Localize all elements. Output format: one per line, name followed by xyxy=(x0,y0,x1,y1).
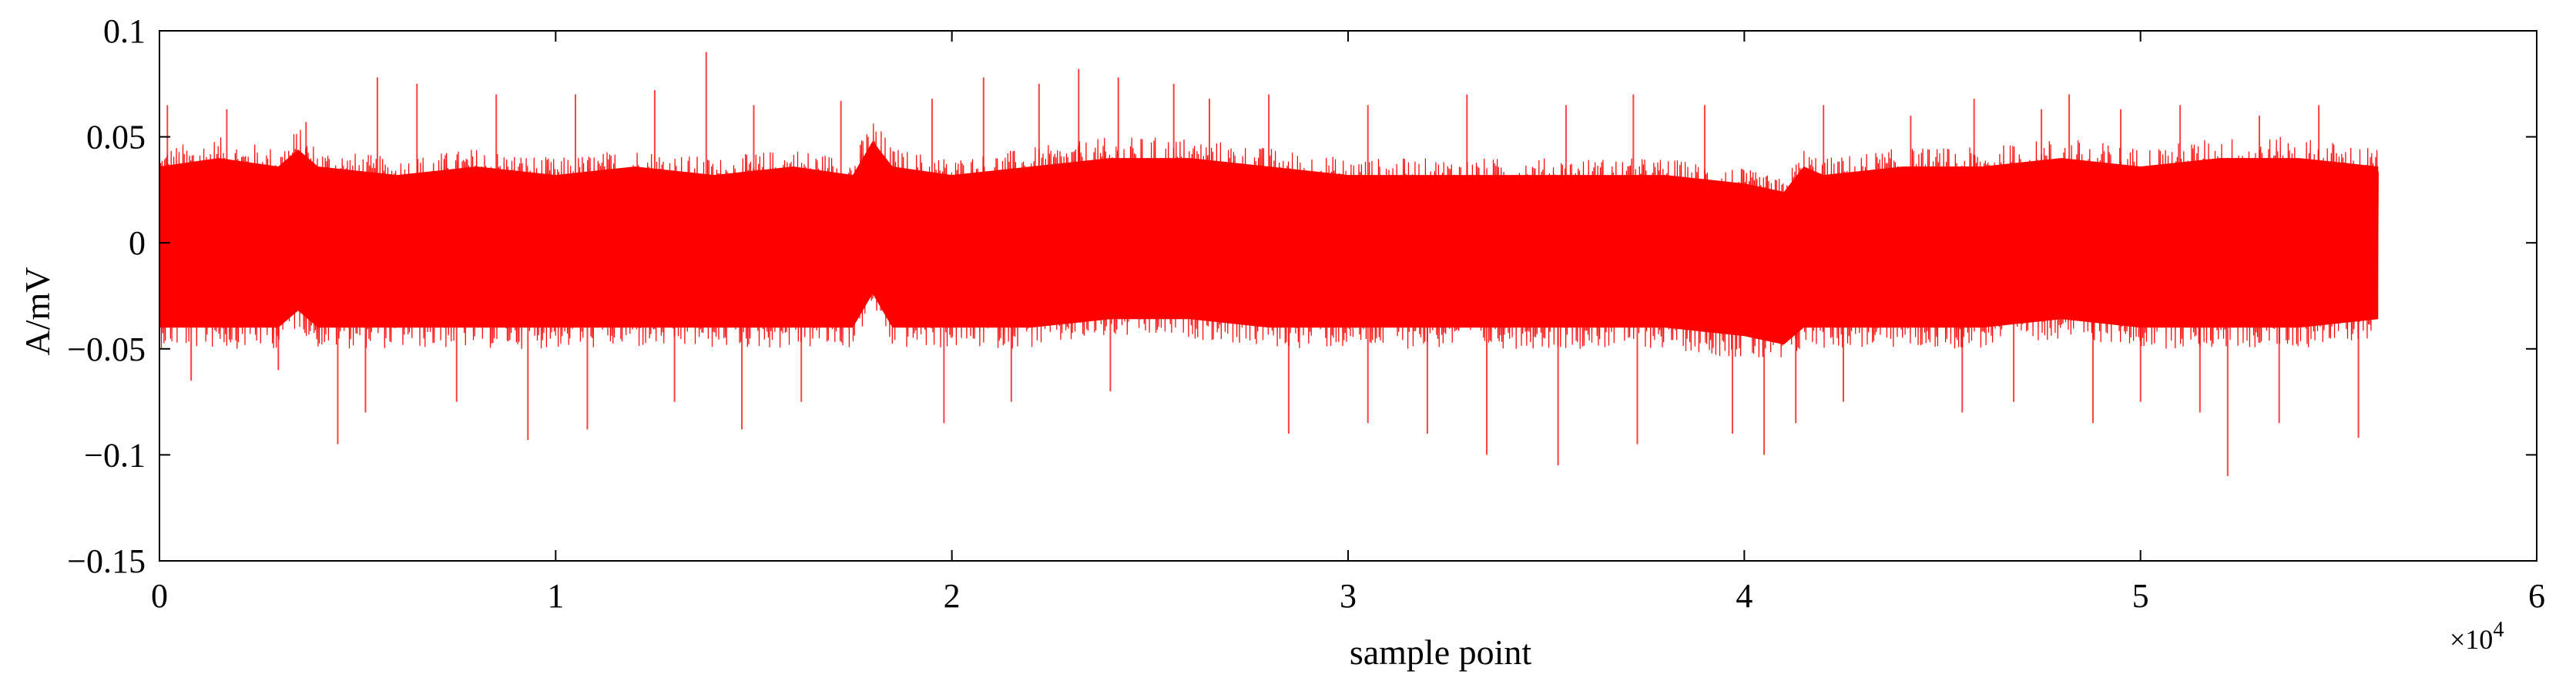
x-scale-base: ×10 xyxy=(2450,624,2493,655)
x-tick-label: 1 xyxy=(547,577,564,615)
axis-ticks xyxy=(159,30,2537,562)
x-tick-label: 3 xyxy=(1340,577,1357,615)
x-scale-exponent: 4 xyxy=(2493,618,2504,642)
x-axis-scale-factor: ×104 xyxy=(2450,618,2504,655)
signal-series xyxy=(159,52,2379,476)
x-tick-label: 5 xyxy=(2132,577,2149,615)
y-tick-label: 0.05 xyxy=(86,119,146,156)
tick-labels: 0 1 2 3 4 5 6 −0.15 −0.1 −0.05 0 0.05 0.1 xyxy=(67,12,2545,615)
y-tick-label: 0 xyxy=(129,224,146,262)
y-tick-label: −0.15 xyxy=(67,542,146,580)
x-tick-label: 6 xyxy=(2528,577,2545,615)
x-axis-label: sample point xyxy=(1350,633,1532,672)
x-tick-label: 2 xyxy=(944,577,961,615)
y-tick-label: 0.1 xyxy=(103,12,146,50)
y-tick-label: −0.1 xyxy=(84,436,146,474)
y-tick-label: −0.05 xyxy=(67,331,146,368)
y-axis-label: A/mV xyxy=(18,267,57,356)
x-tick-label: 4 xyxy=(1736,577,1753,615)
x-tick-label: 0 xyxy=(151,577,168,615)
